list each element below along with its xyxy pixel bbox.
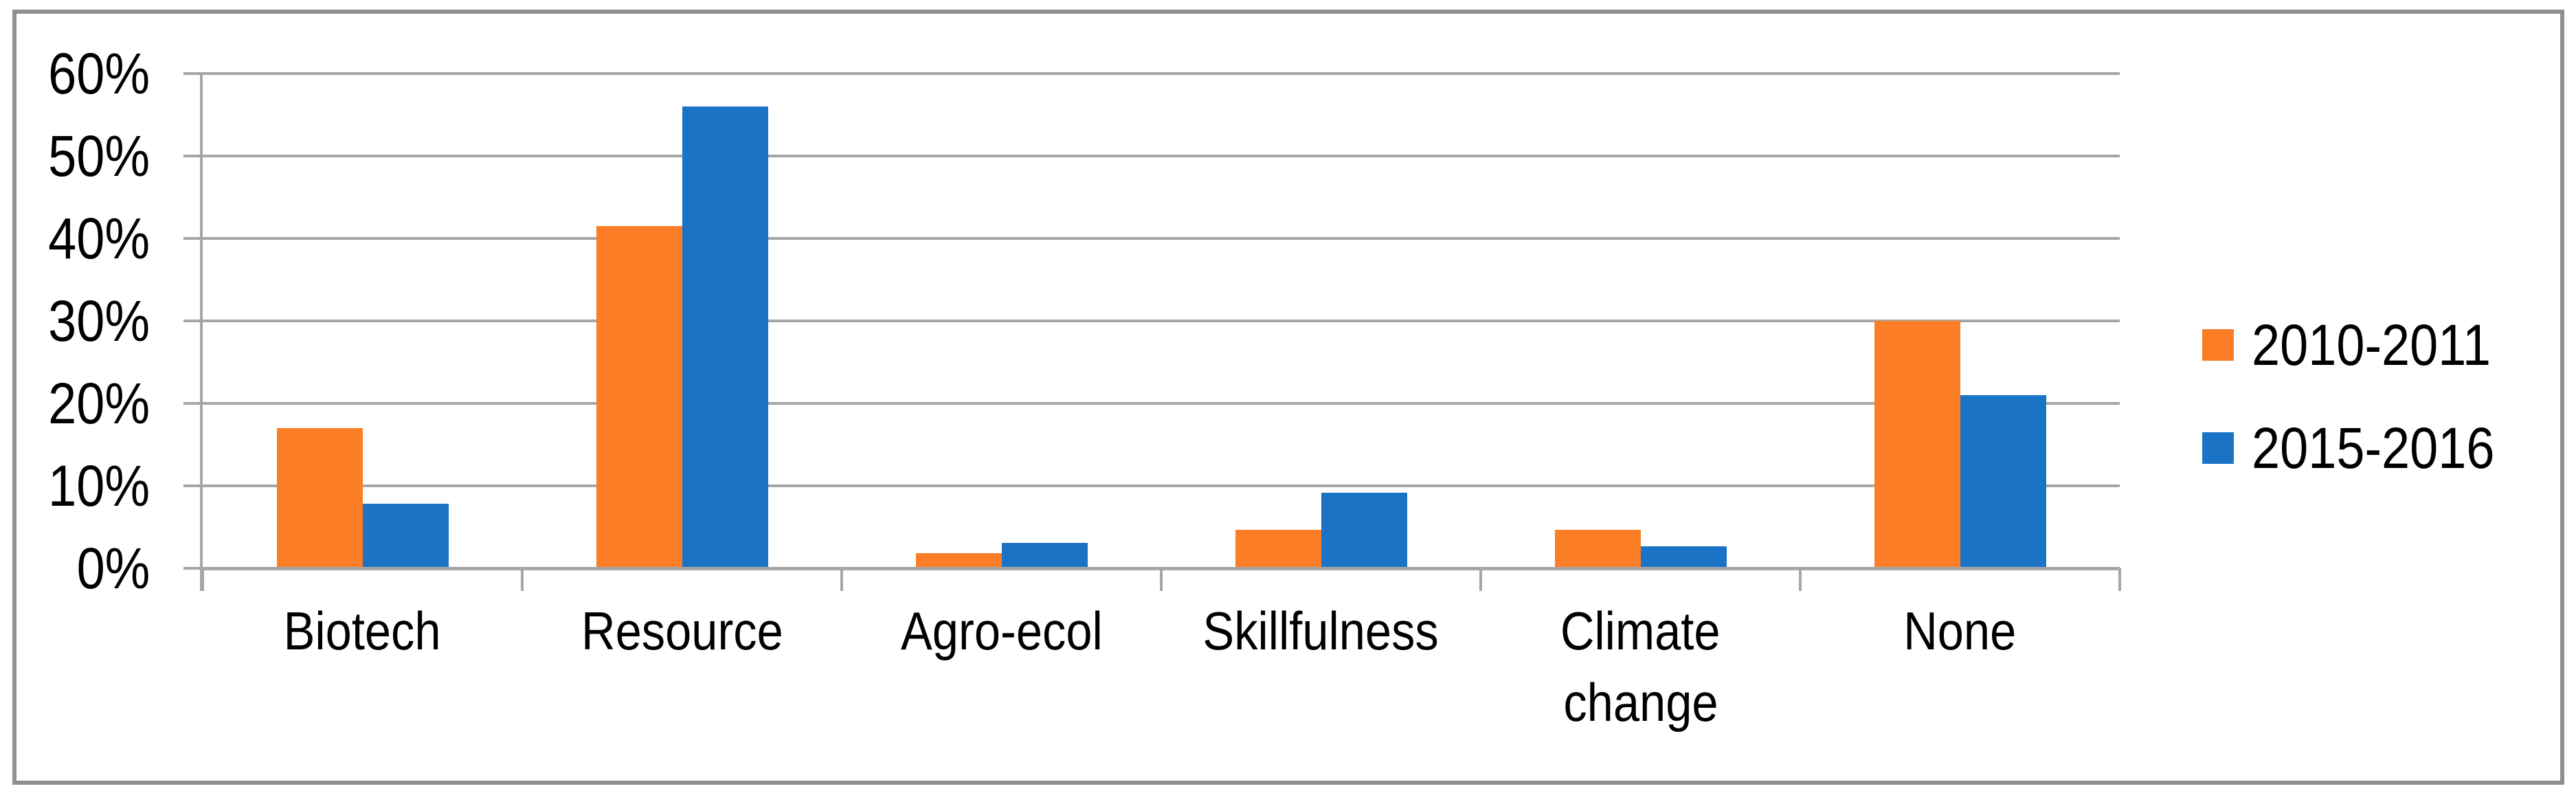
x-axis-tick [1479,568,1482,591]
x-axis-label-text: None [1903,601,2017,661]
y-axis-tick-label: 0% [0,533,150,604]
y-axis-tick-label-text: 0% [76,536,150,601]
y-axis-tick [183,155,203,157]
x-axis-label-line: Climate [1481,595,1800,667]
y-axis-tick-label-text: 40% [48,206,150,271]
bar-2015-2016-climate-change [1641,546,1727,568]
y-axis-tick-label: 10% [0,450,150,522]
y-axis-tick [183,237,203,240]
y-axis-tick-label-text: 30% [48,289,150,353]
x-axis-tick [521,568,524,591]
y-axis-tick-label: 30% [0,285,150,357]
legend-item-2015-2016: 2015-2016 [2202,411,2528,485]
bar-2010-2011-none [1874,321,1960,568]
y-axis-tick [183,72,203,75]
x-axis-label-resource: Resource [522,595,842,667]
x-axis-label-line: None [1800,595,2120,667]
x-axis-label-text: Climate [1560,601,1721,661]
x-axis-label-line: Skillfulness [1161,595,1481,667]
bar-2015-2016-resource [682,107,768,568]
x-axis-tick [2118,568,2121,591]
legend: 2010-2011 2015-2016 [2202,308,2528,514]
bar-2010-2011-skillfulness [1235,530,1321,568]
x-axis-label-none: None [1800,595,2120,667]
y-axis-tick-label: 50% [0,120,150,192]
gridline [203,155,2120,157]
gridline [203,237,2120,240]
x-axis-label-text: Skillfulness [1202,601,1440,661]
legend-label: 2010-2011 [2234,312,2523,379]
gridline [203,320,2120,322]
y-axis-line [200,74,203,591]
y-axis-tick-label: 20% [0,368,150,439]
x-axis-tick [1160,568,1163,591]
bar-2015-2016-agro-ecol [1002,543,1088,568]
y-axis-tick-label-text: 50% [48,124,150,188]
bar-2015-2016-none [1960,395,2046,568]
bar-2010-2011-resource [596,226,682,568]
x-axis-label-line: Agro-ecol [842,595,1161,667]
y-axis-tick-label-text: 60% [48,41,150,106]
chart-border-frame [12,10,2564,785]
x-axis-label-text: Agro-ecol [900,601,1103,661]
x-axis-label-agro-ecol: Agro-ecol [842,595,1161,667]
bar-2010-2011-climate-change [1555,530,1641,568]
y-axis-tick-label-text: 10% [48,454,150,518]
bar-2010-2011-agro-ecol [916,553,1002,568]
gridline [203,402,2120,405]
x-axis-label-text: Resource [581,601,783,661]
x-axis-label-text: change [1563,672,1718,733]
legend-item-2010-2011: 2010-2011 [2202,308,2528,382]
legend-label-text: 2010-2011 [2252,312,2491,377]
gridline [203,72,2120,75]
y-axis-tick-label: 40% [0,203,150,274]
x-axis-tick [201,568,204,591]
x-axis-label-text: Biotech [284,601,441,661]
legend-swatch-2015-2016 [2202,432,2234,464]
y-axis-tick [183,320,203,322]
legend-label-text: 2015-2016 [2252,415,2495,480]
x-axis-label-line: change [1481,667,1800,738]
bar-2015-2016-biotech [363,504,449,568]
legend-label: 2015-2016 [2234,415,2528,482]
x-axis-label-biotech: Biotech [203,595,522,667]
bar-2015-2016-skillfulness [1321,493,1407,568]
x-axis-label-line: Resource [522,595,842,667]
x-axis-label-skillfulness: Skillfulness [1161,595,1481,667]
x-axis-label-line: Biotech [203,595,522,667]
y-axis-tick [183,484,203,487]
x-axis-tick [1799,568,1802,591]
x-axis-tick [840,568,843,591]
y-axis-tick [183,402,203,405]
y-axis-tick-label-text: 20% [48,371,150,436]
bar-2010-2011-biotech [277,428,363,568]
gridline [203,484,2120,487]
legend-swatch-2010-2011 [2202,329,2234,361]
x-axis-label-climate-change: Climate change [1481,595,1800,738]
y-axis-tick-label: 60% [0,38,150,109]
y-axis-tick [183,567,203,570]
